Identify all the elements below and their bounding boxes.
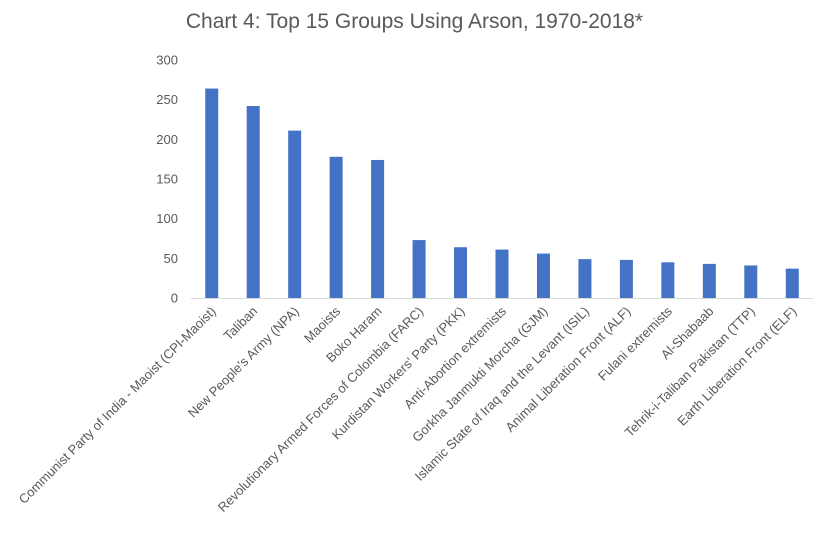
bar: [454, 247, 468, 298]
y-tick-label: 50: [164, 251, 178, 266]
bar: [536, 253, 550, 298]
bar: [619, 259, 633, 298]
y-tick-label: 100: [156, 211, 178, 226]
y-tick-label: 200: [156, 132, 178, 147]
x-tick-label: Fulani extremists: [595, 303, 675, 383]
bar: [205, 88, 219, 298]
bar: [329, 156, 343, 298]
bars: [205, 88, 799, 298]
bar: [412, 240, 426, 298]
bar: [578, 259, 592, 298]
bar: [744, 265, 758, 298]
bar: [661, 262, 675, 298]
x-axis-labels: Communist Party of India - Maoist (CPI-M…: [16, 303, 800, 515]
y-tick-label: 250: [156, 92, 178, 107]
bar: [288, 130, 302, 298]
chart-title: Chart 4: Top 15 Groups Using Arson, 1970…: [185, 10, 644, 33]
bar: [495, 249, 509, 298]
bar: [702, 263, 716, 298]
y-tick-label: 300: [156, 53, 178, 68]
bar: [246, 106, 260, 298]
y-tick-label: 0: [171, 291, 178, 306]
bar: [785, 268, 799, 298]
y-axis: 0 50 100 150 200 250 300: [156, 53, 178, 306]
bar: [371, 159, 385, 298]
y-tick-label: 150: [156, 172, 178, 187]
x-tick-label: Taliban: [221, 304, 261, 344]
